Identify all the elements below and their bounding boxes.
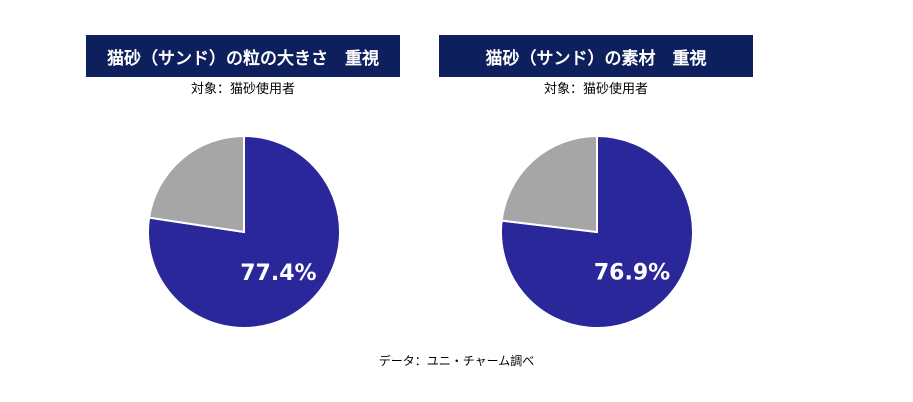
- chart-title: 猫砂（サンド）の粒の大きさ 重視: [86, 35, 400, 77]
- pie-slice: [147, 134, 245, 234]
- pie-slice: [147, 134, 341, 329]
- chart-subtitle: 対象：猫砂使用者: [190, 82, 295, 97]
- chart-panel-grain-size: 猫砂（サンド）の粒の大きさ 重視 対象：猫砂使用者 77.4%: [86, 35, 400, 329]
- pie-chart: 77.4%: [147, 134, 341, 329]
- chart-panel-material: 猫砂（サンド）の素材 重視 対象：猫砂使用者 76.9%: [439, 35, 753, 329]
- source-note: データ：ユニ・チャーム調べ: [378, 354, 535, 368]
- chart-title: 猫砂（サンド）の素材 重視: [439, 35, 753, 77]
- pie-chart: 76.9%: [500, 134, 694, 329]
- slice-value-label: 76.9%: [594, 260, 670, 285]
- chart-subtitle: 対象：猫砂使用者: [543, 82, 648, 97]
- slice-value-label: 77.4%: [240, 261, 316, 286]
- pie-slice: [500, 134, 598, 234]
